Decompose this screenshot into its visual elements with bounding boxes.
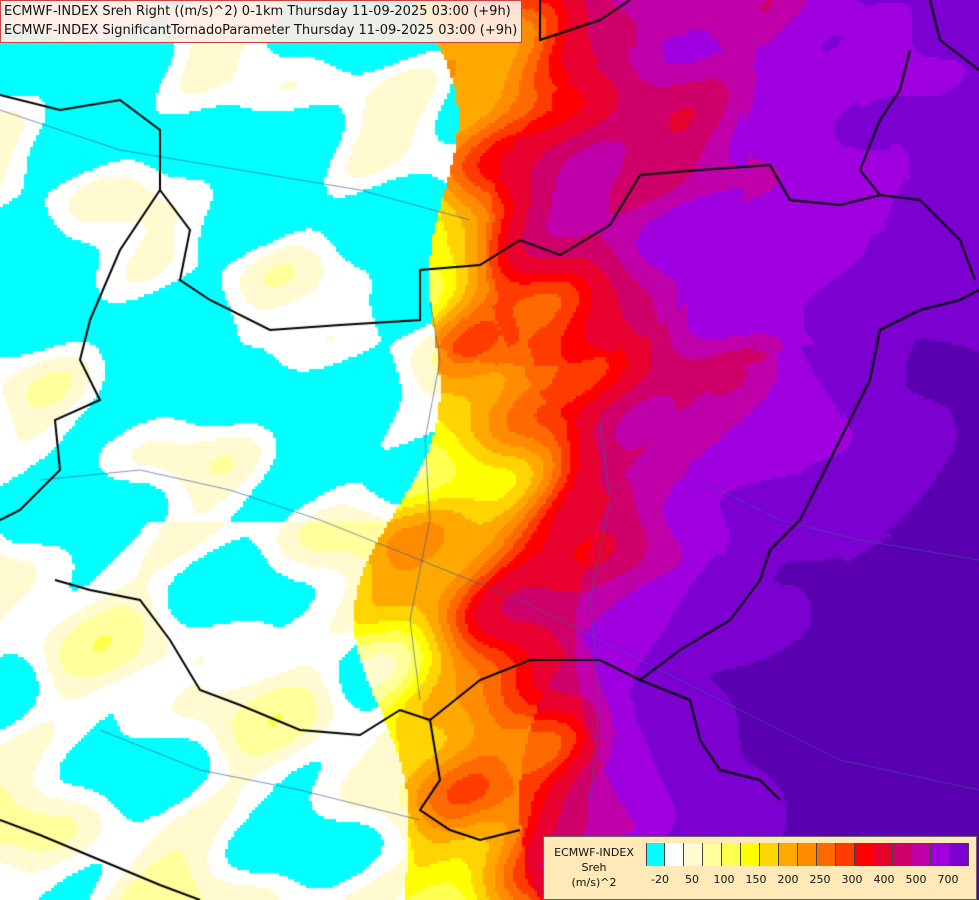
- legend-swatch: [950, 843, 969, 866]
- legend-swatch: [703, 843, 722, 866]
- legend-swatch: [931, 843, 950, 866]
- title-line-2: ECMWF-INDEX SignificantTornadoParameter …: [4, 23, 518, 38]
- legend-swatch: [836, 843, 855, 866]
- title-line-1: ECMWF-INDEX Sreh Right ((m/s)^2) 0-1km T…: [4, 4, 511, 19]
- legend-swatch: [798, 843, 817, 866]
- legend-tick-label: 400: [873, 873, 895, 886]
- legend-swatch: [912, 843, 931, 866]
- legend-swatch: [817, 843, 836, 866]
- legend-swatch: [874, 843, 893, 866]
- legend-variable: Sreh: [581, 861, 607, 874]
- legend-label: ECMWF-INDEX Sreh (m/s)^2: [548, 845, 640, 890]
- legend-tick-label: 300: [841, 873, 863, 886]
- legend-swatch: [855, 843, 874, 866]
- legend-swatch: [665, 843, 684, 866]
- legend-swatch: [722, 843, 741, 866]
- legend-swatch: [893, 843, 912, 866]
- legend-tick-label: 150: [745, 873, 767, 886]
- legend-swatch: [646, 843, 665, 866]
- legend-tick-label: 700: [937, 873, 959, 886]
- legend-tick-label: 50: [685, 873, 699, 886]
- legend-swatch: [760, 843, 779, 866]
- color-legend: ECMWF-INDEX Sreh (m/s)^2 -20 50 100 150 200 2…: [543, 836, 977, 900]
- map-title-box: ECMWF-INDEX Sreh Right ((m/s)^2) 0-1km T…: [0, 0, 523, 43]
- legend-color-bar: [646, 843, 969, 866]
- legend-swatch: [741, 843, 760, 866]
- legend-swatch: [684, 843, 703, 866]
- legend-unit: (m/s)^2: [571, 876, 617, 889]
- legend-tick-label: 100: [713, 873, 735, 886]
- legend-tick-label: 250: [809, 873, 831, 886]
- legend-swatch: [779, 843, 798, 866]
- legend-tick-label: 500: [905, 873, 927, 886]
- legend-tick-label: -20: [651, 873, 669, 886]
- legend-title: ECMWF-INDEX: [554, 846, 634, 859]
- legend-tick-label: 200: [777, 873, 799, 886]
- legend-tick-labels: -20 50 100 150 200 250 300 400 500 700: [646, 873, 976, 889]
